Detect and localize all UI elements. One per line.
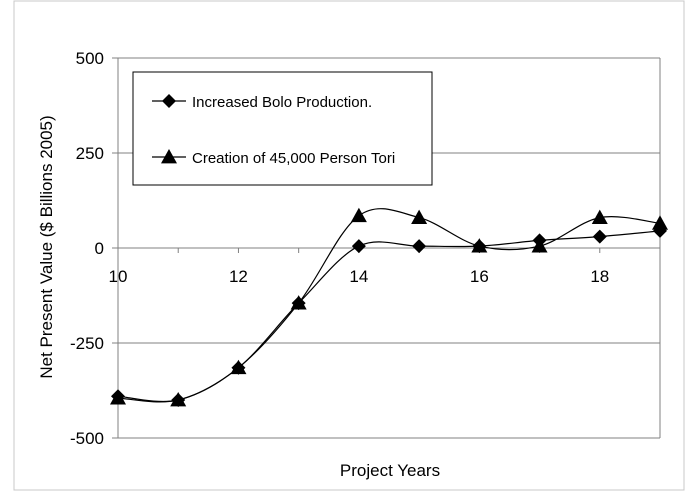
y-tick-label: -250 [70, 334, 104, 353]
data-point-triangle [471, 238, 488, 253]
x-tick-label: 12 [229, 267, 248, 286]
y-tick-label: 500 [76, 49, 104, 68]
data-point-triangle [652, 215, 668, 230]
data-point-triangle [591, 209, 608, 224]
legend-box [132, 71, 433, 186]
data-point-triangle [531, 238, 548, 253]
data-point-triangle [350, 207, 367, 223]
x-tick-labels: 10 12 14 16 18 [109, 267, 610, 286]
legend-marker-triangle [161, 149, 177, 164]
y-tick-label: 250 [76, 144, 104, 163]
data-point-diamond [351, 239, 366, 254]
data-point-triangle [411, 209, 428, 224]
series-2 [110, 207, 668, 407]
data-point-triangle [290, 295, 307, 310]
data-point-triangle [170, 392, 187, 407]
data-point-diamond [412, 239, 427, 254]
x-tick-label: 10 [109, 267, 128, 286]
y-tick-label: -500 [70, 429, 104, 448]
legend: Increased Bolo Production. Creation of 45… [132, 71, 433, 186]
legend-label: Creation of 45,000 Person Tori [192, 150, 395, 167]
data-point-diamond [592, 229, 607, 244]
legend-label: Increased Bolo Production. [192, 94, 372, 111]
series-layer [110, 207, 668, 407]
x-tick-label: 16 [470, 267, 489, 286]
data-point-triangle [230, 359, 247, 375]
legend-marker-diamond [162, 94, 176, 108]
y-axis-label: Net Present Value ($ Billions 2005) [37, 115, 56, 378]
series-line-2 [117, 208, 661, 403]
x-tick-label: 18 [590, 267, 609, 286]
x-axis-label: Project Years [340, 461, 440, 480]
x-tick-label: 14 [349, 267, 368, 286]
y-tick-labels: 500 250 0 -250 -500 [70, 49, 104, 448]
y-tick-label: 0 [95, 239, 104, 258]
data-point-triangle [110, 390, 126, 405]
